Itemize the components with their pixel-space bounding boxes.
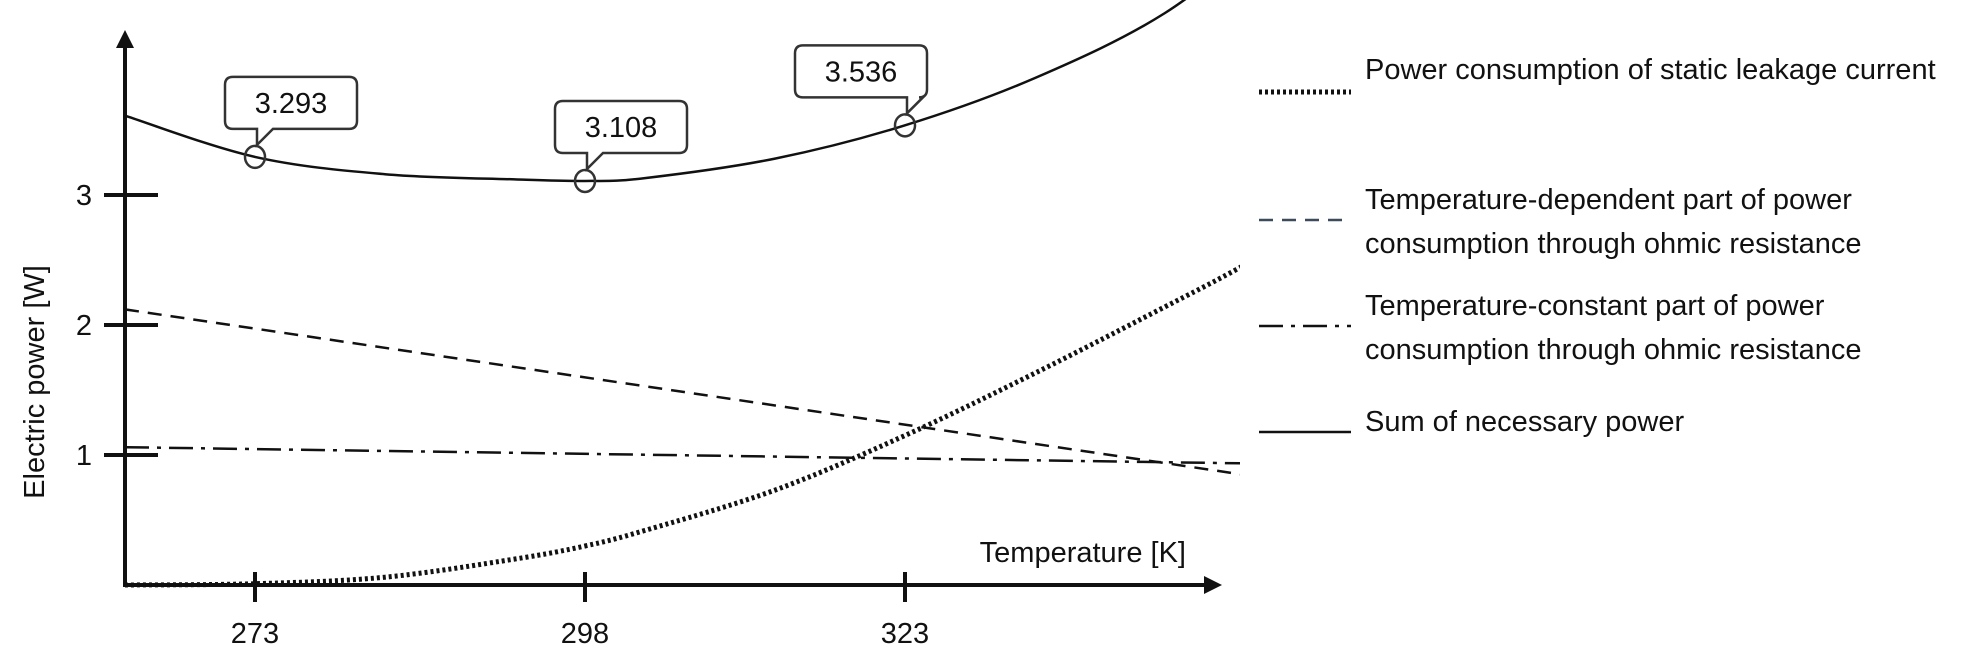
axes: 273 298 323 1 2 3 — [76, 30, 1222, 650]
series-line-dashdot — [124, 445, 1240, 465]
annotation-marker — [243, 144, 267, 170]
x-axis-arrow — [1204, 576, 1222, 594]
annotation-callout — [223, 75, 359, 148]
series-line-dotted — [124, 264, 1240, 588]
series-line-solid — [124, 0, 1187, 183]
series-line-dashed — [124, 308, 1240, 476]
legend-swatch-solid — [1259, 430, 1351, 434]
legend-swatch-dotted — [1259, 89, 1351, 95]
series-layer — [124, 0, 1240, 588]
y-axis-arrow — [116, 30, 134, 48]
annotation-layer: 3.293 3.108 3.536 — [223, 44, 929, 194]
chart: 273 298 323 1 2 3 3.293 3.108 3.536 Temperature… — [19, 0, 1240, 650]
annotation-callout — [553, 99, 689, 172]
legend-swatch-dashed — [1259, 218, 1351, 222]
legend-swatch-dashdot — [1259, 324, 1351, 328]
legend-item-temp-dependent: Temperature-dependent part of power cons… — [1255, 166, 1955, 284]
legend-label: Temperature-dependent part of power cons… — [1365, 184, 1862, 260]
y-tick-label: 1 — [76, 440, 92, 472]
annotation-marker — [573, 168, 597, 194]
legend-label: Sum of necessary power — [1365, 406, 1685, 438]
annotation-label: 3.108 — [585, 112, 658, 144]
y-axis-label: Electric power [W] — [19, 265, 51, 499]
y-tick-label: 2 — [76, 310, 92, 342]
legend-item-temp-constant: Temperature-constant part of power consu… — [1255, 284, 1955, 402]
y-tick-label: 3 — [76, 180, 92, 212]
legend-item-leakage: Power consumption of static leakage curr… — [1255, 48, 1955, 166]
legend-item-sum: Sum of necessary power — [1255, 402, 1955, 520]
legend-label: Power consumption of static leakage curr… — [1365, 54, 1936, 86]
annotation-callout — [793, 44, 929, 117]
annotation-marker — [893, 113, 917, 138]
x-tick-label: 298 — [561, 618, 609, 650]
annotation-label: 3.293 — [255, 88, 328, 120]
x-tick-label: 323 — [881, 618, 929, 650]
legend: Power consumption of static leakage curr… — [1255, 48, 1955, 520]
x-axis-label: Temperature [K] — [980, 537, 1186, 569]
x-tick-label: 273 — [231, 618, 279, 650]
annotation-label: 3.536 — [825, 56, 898, 88]
legend-label: Temperature-constant part of power consu… — [1365, 290, 1862, 366]
